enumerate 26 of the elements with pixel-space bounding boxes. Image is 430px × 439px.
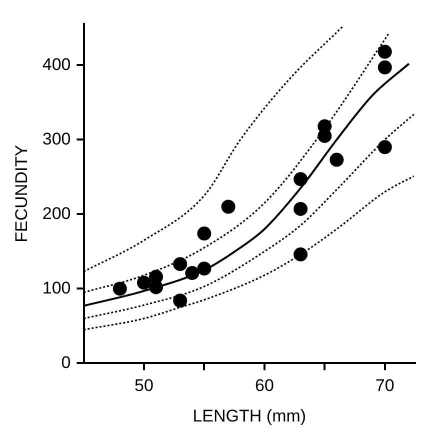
y-tick-label: 100 [42,278,71,298]
x-axis-title: LENGTH (mm) [192,406,306,426]
point [149,280,164,294]
y-axis-title: FECUNDITY [12,145,31,242]
point [378,44,392,59]
y-tick-label: 400 [42,54,71,74]
point [378,60,392,74]
point [197,262,212,276]
point [136,276,151,290]
point [173,294,188,308]
x-tick-label: 70 [375,376,394,396]
x-tick-label: 60 [254,376,274,396]
point [197,226,212,241]
y-tick-label: 0 [61,352,71,372]
point [185,266,200,280]
point [294,172,308,186]
point [112,282,127,296]
point [378,140,392,154]
point [221,200,236,214]
point [330,152,344,167]
point [294,202,308,216]
y-tick-label: 200 [42,204,71,223]
point [294,247,308,262]
x-tick-label: 50 [134,376,154,396]
y-tick-label: 300 [42,129,71,148]
point [173,257,188,272]
